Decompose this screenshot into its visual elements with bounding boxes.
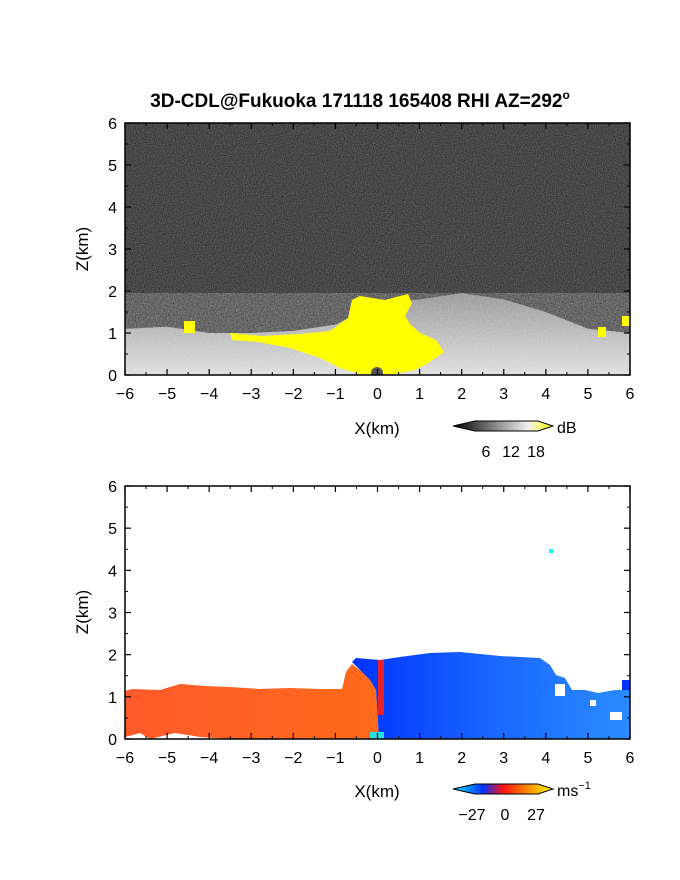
signal-x-tick-label: −2 xyxy=(284,386,302,403)
velocity-y-tick-label: 4 xyxy=(108,563,117,580)
velocity-colorbar-unit: ms−1 xyxy=(557,780,591,800)
velocity-y-tick-label: 2 xyxy=(108,648,117,665)
velocity-x-tick-label: −1 xyxy=(326,750,344,767)
signal-y-tick-label: 4 xyxy=(108,200,117,217)
signal-x-tick-label: −6 xyxy=(116,386,134,403)
velocity-patch xyxy=(622,680,630,690)
figure-title: 3D-CDL@Fukuoka 171118 165408 RHI AZ=292o xyxy=(150,88,570,112)
signal-axes: −6 −5 −4 −3 −2 −1 0 1 2 3 4 5 6 0 1 2 3 4 5 6 xyxy=(108,116,634,403)
signal-y-tick-label: 1 xyxy=(108,326,117,343)
signal-x-label: X(km) xyxy=(354,419,399,438)
signal-saturated-patch xyxy=(622,316,630,326)
velocity-y-label: Z(km) xyxy=(73,590,92,634)
velocity-colorbar-tick: 0 xyxy=(501,807,510,824)
signal-saturated-plume xyxy=(230,294,444,374)
velocity-gap xyxy=(555,684,565,696)
signal-y-tick-label: 3 xyxy=(108,242,117,259)
velocity-axes: −6 −5 −4 −3 −2 −1 0 1 2 3 4 5 6 0 1 2 3 4 5 6 xyxy=(108,479,634,767)
velocity-y-tick-label: 0 xyxy=(108,732,117,749)
velocity-x-tick-label: 3 xyxy=(499,750,508,767)
velocity-x-tick-label: −5 xyxy=(158,750,176,767)
signal-y-tick-label: 5 xyxy=(108,158,117,175)
signal-colorbar-unit: dB xyxy=(557,420,577,437)
velocity-x-label: X(km) xyxy=(354,782,399,801)
signal-y-label: Z(km) xyxy=(73,227,92,271)
velocity-x-tick-label: −4 xyxy=(200,750,218,767)
velocity-gap xyxy=(610,712,622,720)
signal-colorbar-tick: 12 xyxy=(502,444,520,461)
velocity-colorbar: ms−1 −27 0 27 xyxy=(452,780,591,824)
signal-y-tick-label: 2 xyxy=(108,284,117,301)
velocity-y-tick-label: 5 xyxy=(108,521,117,538)
velocity-x-tick-label: 1 xyxy=(415,750,424,767)
signal-x-tick-label: −3 xyxy=(242,386,260,403)
signal-x-tick-label: 4 xyxy=(541,386,550,403)
signal-x-tick-label: −5 xyxy=(158,386,176,403)
signal-x-tick-label: 5 xyxy=(583,386,592,403)
velocity-panel: −6 −5 −4 −3 −2 −1 0 1 2 3 4 5 6 0 1 2 3 4 5 6 X(km) Z(km) m… xyxy=(73,479,635,824)
signal-y-tick-label: 0 xyxy=(108,368,117,385)
signal-x-tick-label: 3 xyxy=(499,386,508,403)
velocity-x-tick-label: 0 xyxy=(373,750,382,767)
velocity-x-tick-label: 4 xyxy=(541,750,550,767)
signal-x-tick-label: 0 xyxy=(373,386,382,403)
signal-x-tick-label: 6 xyxy=(626,386,635,403)
signal-colorbar-tick: 6 xyxy=(482,444,491,461)
velocity-isolated-pixel xyxy=(549,549,553,553)
signal-saturated-patch xyxy=(184,321,195,333)
velocity-x-tick-label: −2 xyxy=(284,750,302,767)
signal-x-tick-label: 1 xyxy=(415,386,424,403)
signal-x-tick-label: 2 xyxy=(457,386,466,403)
velocity-x-tick-label: 2 xyxy=(457,750,466,767)
signal-saturated-patch xyxy=(598,327,606,337)
velocity-colorbar-bar xyxy=(452,783,555,795)
velocity-x-tick-label: 6 xyxy=(626,750,635,767)
signal-x-tick-label: −4 xyxy=(200,386,218,403)
velocity-positive-region xyxy=(125,664,379,739)
velocity-y-tick-label: 3 xyxy=(108,606,117,623)
signal-colorbar-bar xyxy=(452,420,555,432)
signal-y-tick-label: 6 xyxy=(108,116,117,133)
signal-colorbar-tick: 18 xyxy=(527,444,545,461)
signal-colorbar: dB 6 12 18 xyxy=(452,420,577,461)
velocity-zero-crossing xyxy=(378,660,384,715)
velocity-colorbar-tick: 27 xyxy=(527,807,545,824)
velocity-x-tick-label: 5 xyxy=(583,750,592,767)
velocity-negative-region xyxy=(352,652,630,739)
velocity-gap xyxy=(590,700,596,706)
velocity-x-tick-label: −3 xyxy=(242,750,260,767)
velocity-y-tick-label: 6 xyxy=(108,479,117,496)
velocity-colorbar-tick: −27 xyxy=(458,807,485,824)
velocity-x-tick-label: −6 xyxy=(116,750,134,767)
signal-x-tick-label: −1 xyxy=(326,386,344,403)
velocity-y-tick-label: 1 xyxy=(108,690,117,707)
